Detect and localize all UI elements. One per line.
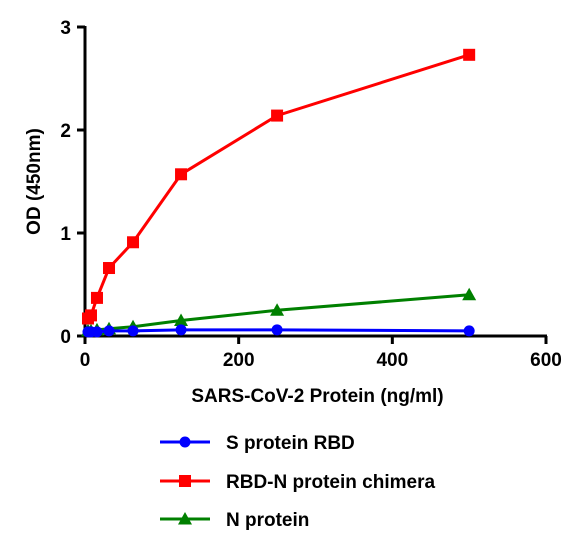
point-1-2	[90, 291, 103, 304]
legend-marker-0	[179, 436, 191, 448]
x-tick-label-3: 600	[530, 350, 562, 371]
point-0-2	[91, 326, 103, 338]
axes	[83, 26, 547, 338]
legend: S protein RBD RBD-N protein chimera N prot…	[160, 433, 435, 531]
point-1-1	[84, 309, 97, 322]
legend-label-1: RBD-N protein chimera	[226, 472, 435, 493]
y-tick-label-2: 2	[60, 121, 71, 142]
legend-label-2: N protein	[226, 510, 309, 531]
point-0-6	[271, 324, 283, 336]
point-1-4	[127, 236, 140, 249]
legend-marker-1	[179, 475, 191, 487]
x-tick-label-1: 200	[223, 350, 255, 371]
y-tick-label-3: 3	[60, 18, 71, 39]
point-2-7	[462, 287, 477, 301]
point-1-7	[463, 48, 476, 61]
y-tick-label-0: 0	[60, 327, 71, 348]
x-axis-title: SARS-CoV-2 Protein (ng/ml)	[191, 386, 443, 407]
series-1	[81, 48, 476, 325]
x-tick-label-0: 0	[80, 350, 91, 371]
point-0-4	[127, 325, 139, 337]
legend-marker-2	[178, 512, 192, 525]
legend-label-0: S protein RBD	[226, 433, 355, 454]
point-0-7	[463, 325, 475, 337]
legend-item-0: S protein RBD	[160, 433, 355, 454]
legend-item-2: N protein	[160, 510, 309, 531]
point-1-5	[175, 168, 188, 181]
point-0-5	[175, 324, 187, 336]
series-line-1	[86, 53, 470, 320]
point-1-6	[271, 109, 284, 122]
y-axis-title: OD (450nm)	[24, 128, 45, 235]
point-2-6	[270, 303, 285, 316]
series-0	[82, 324, 475, 338]
point-2-5	[174, 313, 189, 327]
point-0-3	[103, 325, 115, 337]
point-1-3	[103, 262, 116, 275]
y-tick-label-1: 1	[60, 224, 71, 245]
x-tick-label-2: 400	[376, 350, 408, 371]
legend-item-1: RBD-N protein chimera	[160, 472, 435, 493]
